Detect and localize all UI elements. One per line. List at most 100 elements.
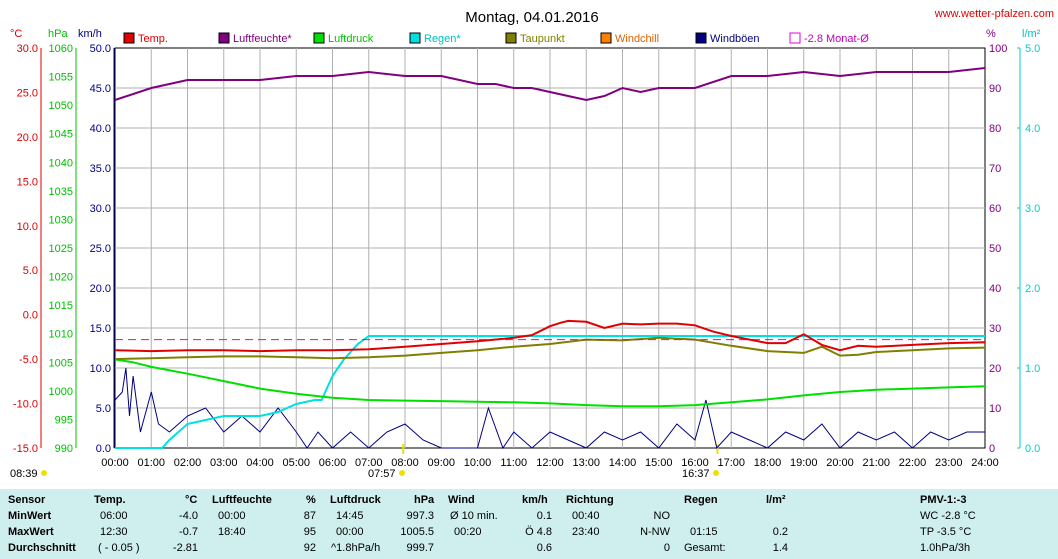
rain-unit-label: l/m²	[1022, 28, 1041, 40]
pct-tick-label: 100	[989, 43, 1007, 55]
stats-temp-avg: -2.81	[172, 542, 198, 554]
stats-rain-header: Regen	[684, 494, 718, 506]
stats-press-min: 997.3	[406, 510, 434, 522]
legend-label-temp: Temp.	[138, 33, 168, 45]
kmh-tick-label: 35.0	[90, 163, 111, 175]
stats-press-trend: ^1.8hPa/h	[331, 542, 381, 554]
temp-tick-label: 30.0	[17, 43, 38, 55]
time-tick-label: 09:00	[427, 457, 455, 469]
temp-tick-label: -10.0	[13, 399, 38, 411]
pct-tick-label: 0	[989, 443, 995, 455]
time-tick-label: 24:00	[971, 457, 999, 469]
time-tick-label: 19:00	[790, 457, 818, 469]
grid-lines	[115, 48, 985, 448]
legend-swatch-pressure	[313, 32, 325, 44]
kmh-tick-label: 10.0	[90, 363, 111, 375]
stats-row-min: MinWert	[8, 510, 52, 522]
hpa-tick-label: 1025	[49, 243, 73, 255]
kmh-tick-label: 45.0	[90, 83, 111, 95]
data-series	[114, 67, 986, 450]
hpa-tick-label: 1015	[49, 300, 73, 312]
stats-dir-min-time: 00:40	[572, 510, 600, 522]
rain-tick-label: 5.0	[1025, 43, 1040, 55]
chart-legend: Temp. Luftfeuchte* Luftdruck Regen* Taupunkt…	[123, 32, 869, 45]
hpa-tick-label: 1030	[49, 214, 73, 226]
left-axes: 30.0 25.0 20.0 15.0 10.0 5.0 0.0 -5.0 -10.0 -15.0…	[13, 43, 115, 455]
kmh-tick-label: 50.0	[90, 43, 111, 55]
legend-label-rain: Regen*	[424, 33, 461, 45]
rain-tick-label: 4.0	[1025, 123, 1040, 135]
kmh-tick-label: 20.0	[90, 283, 111, 295]
sunrise-label: 08:39	[10, 468, 38, 480]
rain-tick-label: 1.0	[1025, 363, 1040, 375]
stats-hum-min-time: 00:00	[218, 510, 246, 522]
stats-press-max: 1005.5	[400, 526, 434, 538]
time-tick-label: 13:00	[572, 457, 600, 469]
humidity-line	[114, 67, 986, 102]
stats-rain-max-time: 01:15	[690, 526, 718, 538]
stats-hum-min: 87	[303, 510, 316, 522]
time-tick-label: 01:00	[137, 457, 165, 469]
stats-temp-unit: °C	[185, 494, 198, 506]
stats-row-avg: Durchschnitt	[8, 542, 76, 554]
stats-pmv-header: PMV-1:-3	[920, 494, 967, 506]
stats-rain-total-label: Gesamt:	[684, 542, 726, 554]
time-tick-label: 12:00	[536, 457, 564, 469]
hpa-tick-label: 1020	[49, 272, 73, 284]
time-tick-label: 20:00	[826, 457, 854, 469]
sunrise-marker-label: 07:57	[368, 468, 396, 480]
time-tick-label: 00:00	[101, 457, 129, 469]
stats-pmv-dewpoint: TP -3.5 °C	[920, 526, 972, 538]
pct-tick-label: 30	[989, 323, 1001, 335]
stats-sensor-header: Sensor	[8, 494, 46, 506]
stats-dir-min: NO	[653, 510, 671, 522]
time-tick-label: 06:00	[319, 457, 347, 469]
gust-line	[114, 367, 985, 450]
stats-press-min-time: 14:45	[336, 510, 364, 522]
pct-tick-label: 60	[989, 203, 1001, 215]
rain-tick-label: 2.0	[1025, 283, 1040, 295]
pct-tick-label: 70	[989, 163, 1001, 175]
legend-label-pressure: Luftdruck	[328, 33, 374, 45]
temp-tick-label: -5.0	[19, 354, 38, 366]
kmh-tick-label: 30.0	[90, 203, 111, 215]
temp-tick-label: -15.0	[13, 443, 38, 455]
legend-label-month-average: -2.8 Monat-Ø	[804, 33, 869, 45]
time-tick-label: 15:00	[645, 457, 673, 469]
stats-wind-max: Ö 4.8	[525, 526, 552, 538]
stats-dir-max: N-NW	[640, 526, 670, 538]
site-url[interactable]: www.wetter-pfalzen.com	[934, 8, 1054, 20]
temp-tick-label: 25.0	[17, 87, 38, 99]
legend-swatch-temp	[123, 32, 135, 44]
stats-wind-header: Wind	[448, 494, 475, 506]
stats-wind-avg: 0.1	[536, 510, 552, 522]
hpa-tick-label: 990	[55, 443, 73, 455]
time-tick-label: 02:00	[174, 457, 202, 469]
stats-rain-max: 0.2	[772, 526, 788, 538]
temp-tick-label: 20.0	[17, 132, 38, 144]
time-tick-label: 17:00	[717, 457, 745, 469]
time-tick-label: 10:00	[464, 457, 492, 469]
stats-rain-unit: l/m²	[766, 494, 786, 506]
kmh-tick-label: 15.0	[90, 323, 111, 335]
pressure-line	[114, 358, 986, 408]
sunset-marker-sun-icon	[713, 470, 719, 476]
legend-swatch-gusts	[695, 32, 707, 44]
time-tick-label: 08:00	[391, 457, 419, 469]
stats-hum-unit: %	[306, 494, 316, 506]
stats-wind-max-time: 00:20	[454, 526, 482, 538]
stats-wind-unit: km/h	[522, 494, 548, 506]
pct-tick-label: 20	[989, 363, 1001, 375]
stats-press-max-time: 00:00	[336, 526, 364, 538]
pct-unit-label: %	[986, 28, 996, 40]
stats-pmv-windchill: WC -2.8 °C	[920, 510, 976, 522]
time-tick-label: 23:00	[935, 457, 963, 469]
stats-hum-max-time: 18:40	[218, 526, 246, 538]
sunrise-sun-icon	[41, 470, 47, 476]
legend-label-gusts: Windböen	[710, 33, 760, 45]
rain-tick-label: 3.0	[1025, 203, 1040, 215]
stats-dir-avg: 0	[663, 542, 670, 554]
time-axis: 00:00 01:00 02:00 03:00 04:00 05:00 06:00 07:00…	[101, 444, 999, 469]
stats-pmv-pressure-trend: 1.0hPa/3h	[920, 542, 971, 554]
stats-press-header: Luftdruck	[330, 494, 381, 506]
